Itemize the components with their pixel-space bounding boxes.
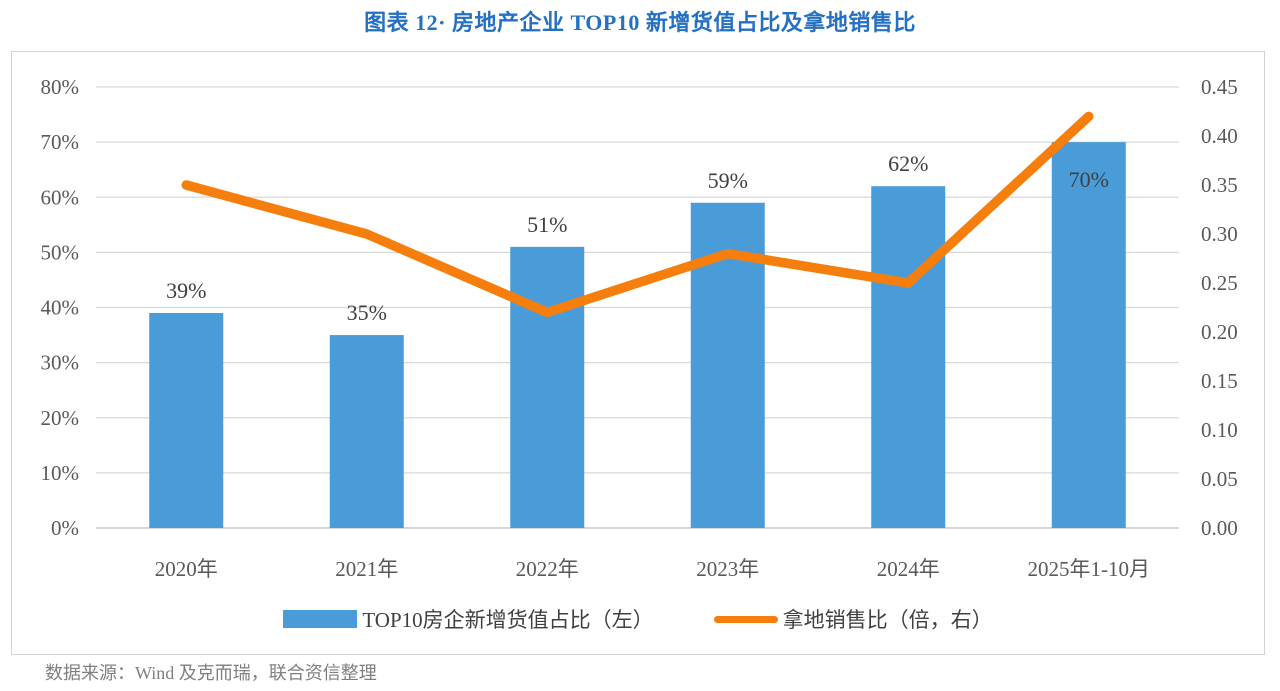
bar-data-label: 62% [888, 151, 928, 176]
left-axis-tick-label: 0% [51, 516, 79, 540]
chart-box: 80% 70% 60% 50% 40% 30% 20% 10% 0% 0.45 0.40 0.35 0.… [11, 51, 1265, 655]
bar-data-label: 51% [527, 212, 567, 237]
legend-item-line-series: 拿地销售比（倍，右） [713, 604, 993, 634]
left-axis-tick-label: 20% [41, 406, 80, 430]
trend-line [181, 111, 1094, 318]
right-axis-tick-label: 0.40 [1201, 124, 1238, 148]
bar-2020年 [149, 313, 224, 528]
left-axis-tick-label: 80% [41, 75, 80, 99]
right-axis-tick-label: 0.00 [1201, 516, 1238, 540]
bar-2021年 [329, 335, 404, 528]
bar-2025年1-10月 [1051, 142, 1126, 528]
right-axis-tick-label: 0.35 [1201, 173, 1238, 197]
x-axis-category-label: 2025年1-10月 [1028, 557, 1151, 581]
bar-data-label: 35% [347, 300, 387, 325]
x-axis-category-label: 2024年 [877, 557, 940, 581]
bar-series-swatch [283, 610, 358, 628]
data-source-note: 数据来源：Wind 及克而瑞，联合资信整理 [45, 663, 377, 683]
chart-legend: TOP10房企新增货值占比（左） 拿地销售比（倍，右） [12, 604, 1264, 634]
x-axis-category-label: 2020年 [155, 557, 218, 581]
chart-title: 图表 12· 房地产企业 TOP10 新增货值占比及拿地销售比 [364, 10, 916, 35]
left-axis-tick-label: 30% [41, 351, 80, 375]
line-series-swatch [713, 615, 778, 623]
right-axis-tick-label: 0.10 [1201, 418, 1238, 442]
x-axis-category-label: 2021年 [335, 557, 398, 581]
left-axis-tick-label: 10% [41, 461, 80, 485]
legend-item-bar-series: TOP10房企新增货值占比（左） [283, 604, 654, 634]
bar-2022年 [510, 246, 585, 529]
right-axis-tick-label: 0.25 [1201, 271, 1238, 295]
right-axis-tick-label: 0.15 [1201, 369, 1238, 393]
bar-data-label: 39% [166, 278, 206, 303]
x-axis-category-label: 2023年 [696, 557, 759, 581]
left-axis-tick-label: 70% [41, 130, 80, 154]
legend-label-bar-series: TOP10房企新增货值占比（左） [362, 608, 654, 632]
left-axis-tick-label: 60% [41, 185, 80, 209]
right-axis-tick-label: 0.20 [1201, 320, 1238, 344]
x-axis-category-label: 2022年 [516, 557, 579, 581]
bar-data-label: 59% [708, 168, 748, 193]
right-axis-tick-label: 0.45 [1201, 75, 1238, 99]
left-axis-tick-label: 50% [41, 240, 80, 264]
combo-chart: 80% 70% 60% 50% 40% 30% 20% 10% 0% 0.45 0.40 0.35 0.… [41, 75, 1238, 581]
legend-label-line-series: 拿地销售比（倍，右） [782, 608, 993, 632]
bar-2024年 [871, 186, 946, 528]
left-axis-tick-label: 40% [41, 296, 80, 320]
right-axis-tick-label: 0.30 [1201, 222, 1238, 246]
right-axis-tick-label: 0.05 [1201, 467, 1238, 491]
bar-data-label: 70% [1069, 167, 1109, 192]
